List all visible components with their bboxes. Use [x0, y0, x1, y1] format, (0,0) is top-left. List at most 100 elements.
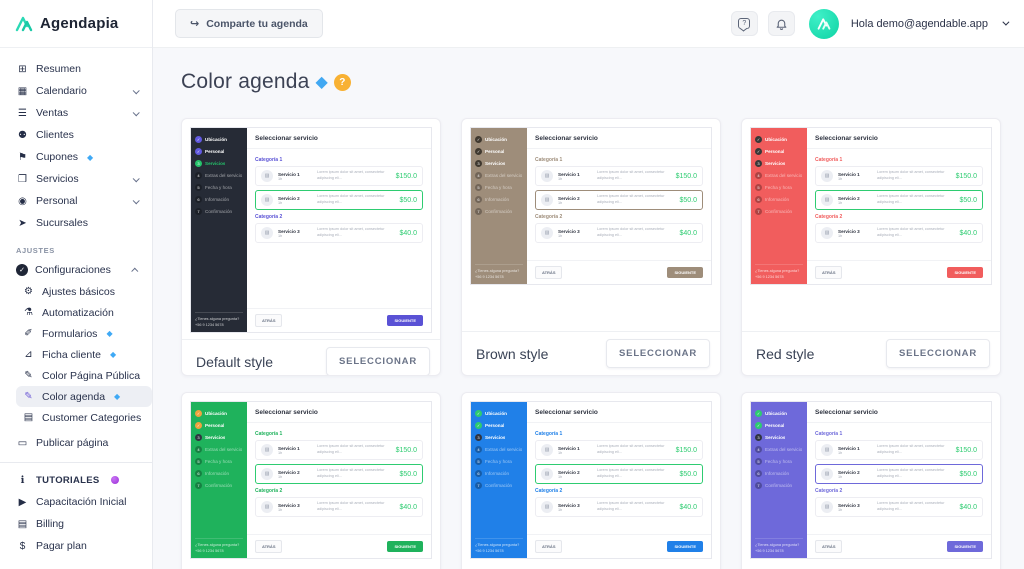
publish-nav: ▭ Publicar página: [0, 428, 152, 454]
sidebar-item-pagar-plan[interactable]: $ Pagar plan: [10, 535, 146, 557]
preview-question-text: ¿Tienes alguna pregunta?: [475, 542, 520, 547]
step-circle-icon: 6: [755, 196, 762, 203]
service-row: ▨ Servicio 3 1h Lorem ipsum dolor sit ame…: [255, 497, 423, 517]
service-row: ▨ Servicio 3 1h Lorem ipsum dolor sit ame…: [535, 223, 703, 243]
back-button: ATRÁS: [255, 314, 283, 327]
preview-steps: ✓ Ubicación ✓ Personal 3 Servicios 4 Ext…: [195, 410, 243, 494]
preview-header: Seleccionar servicio: [527, 128, 711, 149]
sidebar-item-ajustes-basicos[interactable]: ⚙ Ajustes básicos: [16, 281, 152, 302]
service-row: ▨ Servicio 1 1h Lorem ipsum dolor sit ame…: [815, 440, 983, 460]
sidebar-item-publicar-pagina[interactable]: ▭ Publicar página: [17, 437, 109, 449]
service-image-icon: ▨: [541, 501, 553, 513]
sidebar-item-formularios[interactable]: ✐ Formularios ◆: [16, 323, 152, 344]
sidebar-item-capacitacion-inicial[interactable]: ▶ Capacitación Inicial: [10, 491, 146, 513]
preview-step: 6 Información: [755, 470, 803, 477]
select-theme-button[interactable]: SELECCIONAR: [326, 347, 430, 375]
select-theme-button[interactable]: SELECCIONAR: [606, 339, 710, 368]
sidebar-item-billing[interactable]: ▤ Billing: [17, 518, 65, 530]
preview-step: ✓ Ubicación: [475, 136, 523, 143]
preview-step: 7 Confirmación: [755, 482, 803, 489]
preview-step: 4 Extras del servicio: [755, 172, 803, 179]
step-circle-icon: 3: [755, 160, 762, 167]
automation-icon: ⚗: [24, 307, 33, 318]
preview-footer: ATRÁS SIGUIENTE: [247, 534, 431, 558]
step-circle-icon: 4: [195, 172, 202, 179]
preview-step: 3 Servicios: [755, 434, 803, 441]
service-price: $40.0: [959, 503, 977, 511]
preview-main: Seleccionar servicio Categoría 1 ▨ Servi…: [527, 128, 711, 284]
sidebar-item-color-pagina-publica[interactable]: ✎ Color Página Pública: [16, 365, 152, 386]
service-description: Lorem ipsum dolor sit amet, consectetur …: [597, 170, 665, 180]
select-theme-button[interactable]: SELECCIONAR: [886, 339, 990, 368]
sidebar-item-ficha-cliente[interactable]: ⊿ Ficha cliente ◆: [16, 344, 152, 365]
preview-steps: ✓ Ubicación ✓ Personal 3 Servicios 4 Ext…: [475, 410, 523, 494]
main-area: ↪ Comparte tu agenda ?: [153, 0, 1024, 569]
sidebar-item-tutoriales[interactable]: ℹ TUTORIALES: [10, 469, 146, 491]
help-button[interactable]: ?: [730, 11, 758, 36]
sidebar-item-customer-categories[interactable]: ▤ Customer Categories: [23, 411, 142, 424]
help-badge[interactable]: ?: [333, 73, 351, 91]
chevron-down-icon: [132, 174, 140, 182]
chevron-down-icon[interactable]: [1002, 18, 1010, 26]
service-price: $50.0: [959, 470, 977, 478]
sidebar-item-automatizacion[interactable]: ⚗ Automatización: [16, 302, 152, 323]
wand-icon: ✐: [24, 328, 33, 339]
sidebar-item-ventas[interactable]: ☰ Ventas: [10, 102, 146, 124]
theme-preview: ✓ Ubicación ✓ Personal 3 Servicios 4 Ext…: [742, 393, 1000, 569]
preview-step: 5 Fecha y hora: [475, 458, 523, 465]
step-circle-icon: 7: [755, 482, 762, 489]
category-label: Categoría 1: [255, 157, 283, 163]
service-row: ▨ Servicio 2 1h Lorem ipsum dolor sit ame…: [815, 464, 983, 484]
service-description: Lorem ipsum dolor sit amet, consectetur …: [317, 170, 385, 180]
category-label: Categoría 2: [815, 214, 843, 220]
preview-question-text: ¿Tienes alguna pregunta?: [195, 316, 240, 321]
user-greeting[interactable]: Hola demo@agendable.app: [850, 17, 988, 30]
step-circle-icon: 4: [195, 446, 202, 453]
preview-steps-sidebar: ✓ Ubicación ✓ Personal 3 Servicios 4 Ext…: [471, 402, 527, 558]
personal-icon: ◉: [18, 195, 27, 207]
step-label: Ubicación: [485, 137, 507, 142]
step-circle-icon: 4: [475, 172, 482, 179]
service-price: $40.0: [679, 229, 697, 237]
overview-icon: ⊞: [18, 63, 27, 75]
sidebar-item-servicios[interactable]: ❒ Servicios: [10, 168, 146, 190]
sidebar-item-sucursales[interactable]: ➤ Sucursales: [10, 212, 146, 234]
sidebar-item-clientes[interactable]: ⚉ Clientes: [10, 124, 146, 146]
preview-step: ✓ Personal: [195, 148, 243, 155]
preview-phone: +56 9 1234 5678: [195, 548, 224, 553]
user-avatar[interactable]: [808, 8, 839, 39]
service-description: Lorem ipsum dolor sit amet, consectetur …: [317, 194, 385, 204]
theme-card: ✓ Ubicación ✓ Personal 3 Servicios 4 Ext…: [181, 392, 441, 569]
step-circle-icon: 7: [475, 482, 482, 489]
category-label: Categoría 2: [255, 214, 283, 220]
step-circle-icon: ✓: [195, 422, 202, 429]
step-label: Fecha y hora: [205, 459, 232, 464]
service-price: $150.0: [675, 172, 697, 180]
service-price: $40.0: [959, 229, 977, 237]
preview-steps: ✓ Ubicación ✓ Personal 3 Servicios 4 Ext…: [755, 136, 803, 220]
share-agenda-button[interactable]: ↪ Comparte tu agenda: [175, 9, 323, 38]
sidebar-item-resumen[interactable]: ⊞ Resumen: [10, 58, 146, 80]
sidebar-item-personal[interactable]: ◉ Personal: [10, 190, 146, 212]
brand-logo[interactable]: Agendapia: [0, 0, 152, 48]
sidebar: Agendapia ⊞ Resumen ▦ Calendario ☰ Venta…: [0, 0, 153, 569]
preview-step: 3 Servicios: [195, 160, 243, 167]
step-circle-icon: 6: [475, 196, 482, 203]
sidebar-item-color-agenda[interactable]: ✎ Color agenda ◆: [16, 386, 152, 407]
service-name: Servicio 2 1h: [278, 469, 300, 479]
sidebar-item-calendario[interactable]: ▦ Calendario: [10, 80, 146, 102]
service-image-icon: ▨: [821, 227, 833, 239]
service-price: $150.0: [955, 172, 977, 180]
sidebar-item-cupones[interactable]: ⚑ Cupones ◆: [10, 146, 146, 168]
preview-header: Seleccionar servicio: [527, 402, 711, 423]
preview-step: ✓ Ubicación: [755, 410, 803, 417]
step-circle-icon: 6: [755, 470, 762, 477]
sidebar-item-configuraciones[interactable]: ✓ Configuraciones: [10, 259, 146, 281]
preview-step: 7 Confirmación: [195, 482, 243, 489]
play-icon: ▶: [18, 496, 27, 508]
topbar: ↪ Comparte tu agenda ?: [153, 0, 1024, 48]
step-circle-icon: 6: [475, 470, 482, 477]
service-image-icon: ▨: [261, 227, 273, 239]
service-description: Lorem ipsum dolor sit amet, consectetur …: [597, 468, 665, 478]
notifications-button[interactable]: [767, 11, 795, 36]
